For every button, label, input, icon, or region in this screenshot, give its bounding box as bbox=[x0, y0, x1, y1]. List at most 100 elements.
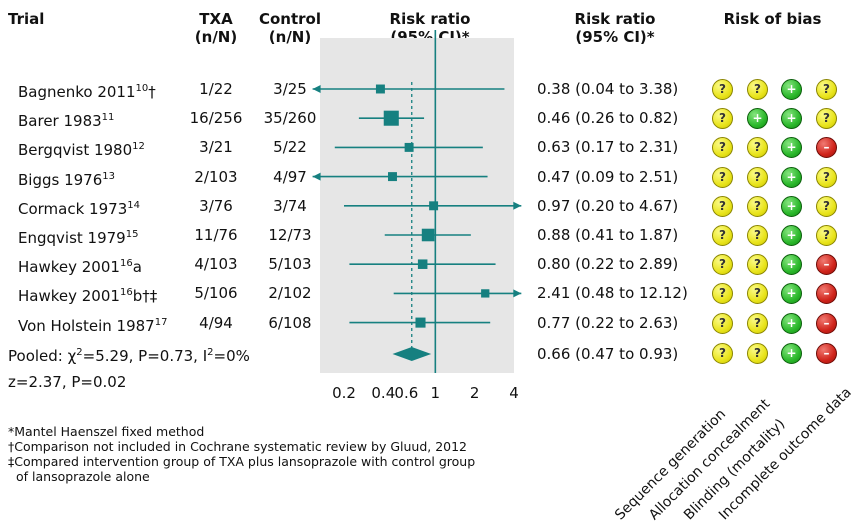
risk-ratio-text: 0.38 (0.04 to 3.38) bbox=[537, 80, 679, 98]
txa-count: 3/21 bbox=[199, 138, 233, 157]
trial-reference: 14 bbox=[127, 199, 140, 211]
control-count: 2/102 bbox=[268, 284, 312, 303]
high-risk-icon: – bbox=[816, 343, 837, 364]
control-header-line2: (n/N) bbox=[268, 28, 312, 46]
low-risk-icon: + bbox=[781, 195, 802, 217]
control-count: 3/25 bbox=[273, 80, 307, 98]
x-tick-label: 0.4 bbox=[371, 384, 395, 402]
risk-ratio-text: 2.41 (0.48 to 12.12) bbox=[537, 284, 688, 303]
txa-count: 3/76 bbox=[199, 196, 233, 215]
point-estimate bbox=[481, 289, 490, 298]
trial-reference: 15 bbox=[125, 229, 139, 240]
point-estimate bbox=[415, 317, 426, 328]
pooled-diamond bbox=[392, 347, 432, 361]
pooled-i-sup: 2 bbox=[207, 347, 214, 358]
unclear-risk-icon: ? bbox=[712, 254, 733, 276]
footnote-1: *Mantel Haenszel fixed method bbox=[8, 424, 205, 439]
risk-ratio-text: 0.88 (0.41 to 1.87) bbox=[537, 226, 679, 244]
trial-reference: 17 bbox=[154, 316, 168, 328]
unclear-risk-icon: ? bbox=[712, 79, 733, 100]
control-count: 12/73 bbox=[268, 226, 312, 244]
pooled-chi: χ bbox=[67, 347, 77, 365]
footnotes: *Mantel Haenszel fixed method †Compariso… bbox=[8, 424, 475, 484]
txa-count: 1/22 bbox=[199, 80, 233, 98]
unclear-risk-icon: ? bbox=[747, 283, 768, 305]
trial-name: Cormack 197314 bbox=[18, 197, 140, 218]
pooled-label-mid: =5.29, P=0.73, I bbox=[82, 347, 208, 365]
point-estimate bbox=[375, 84, 385, 94]
control-count: 5/22 bbox=[273, 138, 307, 157]
txa-header: TXA (n/N) bbox=[186, 10, 246, 46]
high-risk-icon: – bbox=[816, 283, 837, 305]
ci-arrow-right bbox=[513, 201, 522, 210]
high-risk-icon: – bbox=[816, 137, 837, 159]
low-risk-icon: + bbox=[781, 79, 802, 100]
unclear-risk-icon: ? bbox=[747, 166, 768, 188]
x-tick-label: 4 bbox=[509, 384, 519, 402]
unclear-risk-icon: ? bbox=[712, 225, 733, 246]
point-estimate bbox=[417, 259, 428, 269]
x-tick-label: 2 bbox=[470, 384, 480, 402]
ci-arrow-left bbox=[312, 172, 321, 181]
control-count: 5/103 bbox=[268, 255, 312, 274]
control-count: 4/97 bbox=[273, 167, 307, 186]
unclear-risk-icon: ? bbox=[712, 195, 733, 217]
trial-reference: 16 bbox=[119, 258, 133, 270]
unclear-risk-icon: ? bbox=[816, 108, 837, 130]
risk-ratio-text: 0.80 (0.22 to 2.89) bbox=[537, 255, 679, 274]
trial-name-text: Hawkey 2001 bbox=[18, 258, 120, 277]
unclear-risk-icon: ? bbox=[712, 108, 733, 130]
trial-name: Bagnenko 201110† bbox=[18, 80, 156, 101]
trial-name: Barer 198311 bbox=[18, 109, 114, 130]
high-risk-icon: – bbox=[816, 312, 837, 334]
trial-suffix: b†‡ bbox=[132, 287, 158, 306]
unclear-risk-icon: ? bbox=[712, 137, 733, 159]
unclear-risk-icon: ? bbox=[816, 79, 837, 100]
unclear-risk-icon: ? bbox=[816, 195, 837, 217]
trial-reference: 16 bbox=[119, 287, 133, 299]
unclear-risk-icon: ? bbox=[747, 79, 768, 100]
trial-reference: 11 bbox=[101, 112, 115, 124]
txa-count: 11/76 bbox=[194, 226, 238, 244]
x-tick-label: 1 bbox=[431, 384, 441, 402]
x-tick-label: 0.2 bbox=[332, 384, 356, 402]
trial-name-text: Hawkey 2001 bbox=[18, 287, 120, 306]
bias-header: Risk of bias bbox=[723, 10, 822, 28]
trial-name-text: Engqvist 1979 bbox=[18, 229, 126, 247]
trial-name-text: Von Holstein 1987 bbox=[18, 316, 155, 335]
trial-name-text: Biggs 1976 bbox=[18, 170, 103, 189]
txa-count: 4/94 bbox=[199, 313, 233, 332]
low-risk-icon: + bbox=[781, 225, 802, 246]
control-header: Control (n/N) bbox=[250, 10, 330, 46]
txa-header-line1: TXA bbox=[199, 10, 233, 28]
trial-name-text: Bergqvist 1980 bbox=[18, 141, 133, 160]
risk-ratio-text: 0.97 (0.20 to 4.67) bbox=[537, 196, 679, 215]
unclear-risk-icon: ? bbox=[712, 166, 733, 188]
point-estimate bbox=[429, 201, 439, 211]
trial-name-text: Barer 1983 bbox=[18, 112, 102, 131]
pooled-label-prefix: Pooled: bbox=[8, 347, 68, 365]
txa-count: 4/103 bbox=[194, 255, 238, 274]
low-risk-icon: + bbox=[781, 166, 802, 188]
point-estimate bbox=[388, 172, 397, 182]
footnote-4: of lansoprazole alone bbox=[16, 469, 150, 484]
trial-suffix: † bbox=[148, 83, 156, 101]
unclear-risk-icon: ? bbox=[747, 137, 768, 159]
unclear-risk-icon: ? bbox=[747, 254, 768, 276]
high-risk-icon: – bbox=[816, 254, 837, 276]
trial-reference: 12 bbox=[132, 141, 145, 153]
pooled-chi-sup: 2 bbox=[76, 347, 83, 358]
trial-header: Trial bbox=[8, 10, 45, 28]
txa-count: 5/106 bbox=[194, 284, 238, 303]
unclear-risk-icon: ? bbox=[747, 312, 768, 334]
trial-name: Hawkey 200116b†‡ bbox=[18, 284, 157, 305]
ci-arrow-right bbox=[513, 289, 522, 298]
low-risk-icon: + bbox=[747, 108, 768, 130]
trial-name-text: Cormack 1973 bbox=[18, 199, 128, 218]
pooled-label-post: =0% bbox=[213, 347, 250, 365]
point-estimate bbox=[421, 228, 435, 242]
footnote-3: ‡Compared intervention group of TXA plus… bbox=[8, 454, 476, 469]
low-risk-icon: + bbox=[781, 343, 802, 364]
trial-reference: 10 bbox=[135, 83, 149, 94]
low-risk-icon: + bbox=[781, 108, 802, 130]
